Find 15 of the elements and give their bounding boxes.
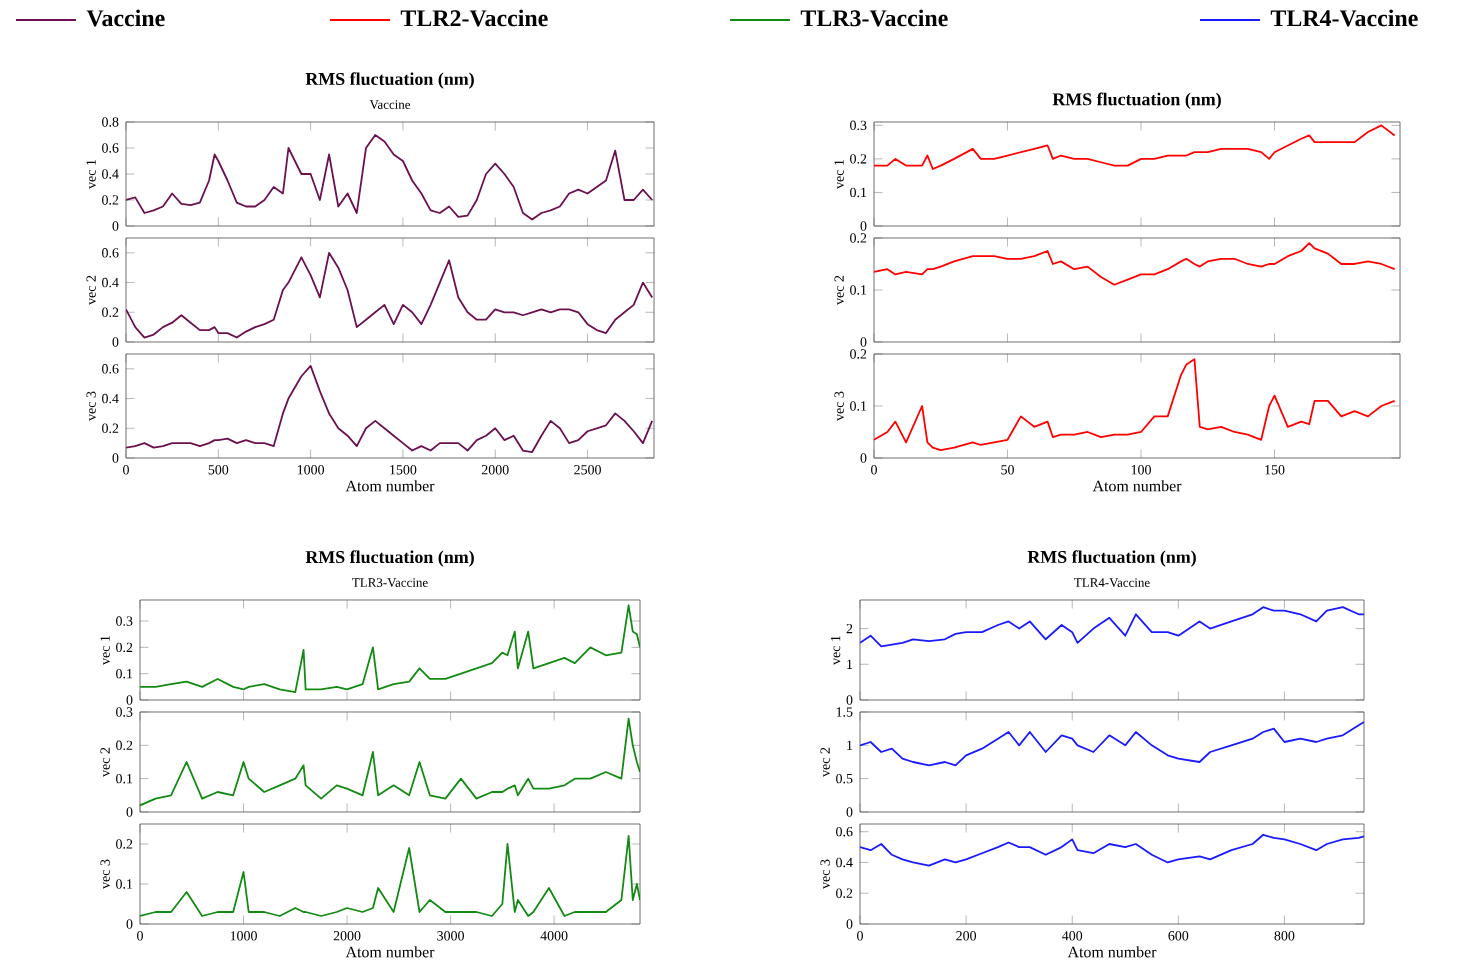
- line-series: [860, 833, 1364, 867]
- line-series: [874, 358, 1396, 452]
- chart-title: RMS fluctuation (nm): [305, 72, 474, 89]
- legend-label: TLR4-Vaccine: [1270, 9, 1418, 27]
- line-series: [126, 134, 654, 221]
- legend-label: Vaccine: [86, 9, 165, 27]
- chart-title: RMS fluctuation (nm): [1052, 92, 1221, 109]
- chart-title: RMS fluctuation (nm): [1027, 550, 1196, 567]
- line-series: [860, 606, 1364, 648]
- legend-label: TLR3-Vaccine: [800, 9, 948, 27]
- line-series: [140, 717, 641, 807]
- line-series: [140, 604, 641, 693]
- chart-title: RMS fluctuation (nm): [305, 550, 474, 567]
- line-series: [860, 721, 1364, 767]
- legend-label: TLR2-Vaccine: [400, 9, 548, 27]
